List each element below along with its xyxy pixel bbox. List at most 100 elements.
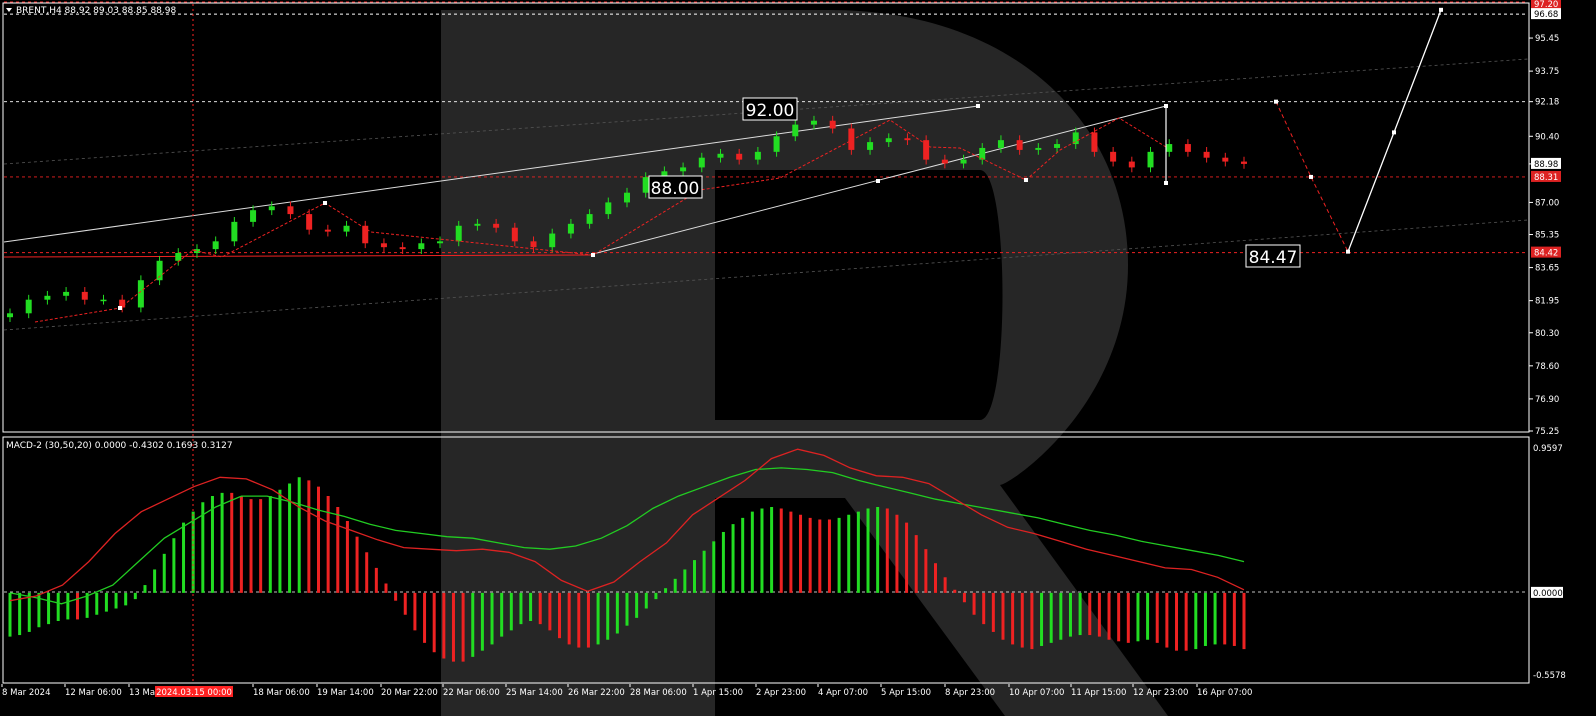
candle-body [193, 249, 200, 254]
candle-body [530, 241, 537, 248]
time-axis-label: 12 Mar 06:00 [65, 688, 122, 698]
candle-body [773, 136, 780, 152]
candle-body [63, 291, 70, 296]
time-axis-label: 25 Mar 14:00 [506, 688, 563, 698]
price-axis: 95.45 93.75 92.18 90.40 88.98 87.00 85.35 83.65… [1529, 0, 1561, 437]
candle-body [997, 140, 1004, 148]
candle-body [736, 153, 743, 160]
candle-body [399, 247, 406, 250]
price-axis-label: 92.18 [1535, 98, 1559, 108]
crosshair-time-label: 2024.03.15 00:00 [155, 686, 233, 698]
candle-body [680, 167, 687, 172]
wave-zigzag [34, 117, 1167, 323]
forecast-point [1439, 7, 1443, 12]
candle-body [231, 221, 238, 242]
candle-body [44, 295, 51, 300]
candle-body [979, 147, 986, 160]
forecast-point [1392, 130, 1396, 135]
candle-body [137, 280, 144, 308]
candle-body [867, 142, 874, 150]
candle-body [1147, 151, 1154, 168]
price-label-level-1: 88.31 [1534, 173, 1558, 183]
time-axis-label: 11 Apr 15:00 [1071, 688, 1126, 698]
macd-panel[interactable]: MACD-2 (30,50,20) 0.0000 -0.4302 0.1693 … [2, 436, 1530, 684]
candle-body [455, 225, 462, 242]
pivot-point [118, 306, 122, 310]
candle-body [474, 223, 481, 226]
level-label-88-text: 88.00 [651, 179, 700, 199]
macd-header: MACD-2 (30,50,20) 0.0000 -0.4302 0.1693 … [6, 441, 233, 451]
forecast-point [1309, 174, 1313, 179]
price-axis-label: 95.45 [1535, 34, 1559, 44]
time-axis-label: 8 Apr 23:00 [945, 688, 995, 698]
candle-body [175, 253, 182, 261]
time-axis-label: 16 Apr 07:00 [1197, 688, 1252, 698]
time-axis-label: 2 Apr 23:00 [756, 688, 806, 698]
candle-body [493, 223, 500, 228]
macd-panel-frame [2, 436, 1530, 684]
candle-body [624, 192, 630, 203]
candle-body [362, 225, 369, 244]
price-axis-label: 78.60 [1535, 362, 1559, 372]
candle-body [306, 214, 313, 230]
candle-body [941, 159, 948, 164]
candle-body [923, 140, 930, 160]
candle-body [418, 243, 425, 250]
forecast-point [1274, 99, 1278, 104]
price-panel[interactable]: BRENT,H4 88.92 89.03 88.85 88.98 [2, 1, 1530, 433]
candle-body [1222, 157, 1229, 162]
candle-body [1016, 140, 1023, 150]
macd-axis-label: -0.5578 [1533, 671, 1566, 681]
candle-body [511, 227, 518, 242]
time-axis-label: 20 Mar 22:00 [381, 688, 438, 698]
price-label-top-box [1531, 0, 1561, 9]
price-label-current: 88.98 [1534, 160, 1558, 170]
price-axis-label: 87.00 [1535, 198, 1559, 208]
crosshair-time-text: 2024.03.15 00:00 [156, 688, 232, 698]
time-axis-label: 22 Mar 06:00 [443, 688, 500, 698]
time-axis-label: 8 Mar 2024 [2, 688, 50, 698]
candle-body [586, 214, 593, 224]
price-label-level-1-box [1531, 170, 1561, 182]
time-axis-label: 4 Apr 07:00 [818, 688, 868, 698]
candle-body [1054, 144, 1061, 148]
candle-body [156, 260, 163, 281]
broker-logo-watermark [441, 10, 1168, 716]
candle-body [567, 223, 574, 234]
macd-axis-label: 0.9597 [1533, 444, 1563, 454]
time-axis-label: 5 Apr 15:00 [881, 688, 931, 698]
candle-body [324, 229, 331, 232]
price-label-level-2-box [1531, 246, 1561, 258]
candle-body [960, 159, 967, 164]
price-axis-label: 83.65 [1535, 264, 1559, 274]
pivot-point [976, 104, 980, 108]
candle-body [792, 124, 799, 137]
candle-body [754, 151, 761, 160]
candles [7, 115, 1247, 323]
candle-body [642, 177, 649, 193]
candle-body [1184, 144, 1191, 152]
menu-triangle-icon[interactable] [6, 8, 12, 12]
price-axis-label: 90.40 [1535, 132, 1559, 142]
price-axis-label: 75.25 [1535, 427, 1559, 437]
symbol-header: BRENT,H4 88.92 89.03 88.85 88.98 [16, 6, 176, 16]
price-panel-frame [2, 2, 1530, 433]
price-label-second: 96.68 [1534, 10, 1558, 20]
candle-body [848, 128, 855, 150]
macd-zero-box [1531, 586, 1563, 598]
candle-body [1203, 151, 1210, 158]
candle-body [1110, 151, 1117, 162]
candle-body [81, 291, 88, 300]
price-axis-label: 76.90 [1535, 395, 1559, 405]
candle-body [100, 299, 107, 302]
level-label-8447-text: 84.47 [1249, 248, 1298, 268]
level-label-92: 92.00 [742, 97, 798, 121]
candle-body [287, 206, 294, 215]
forecast-point [1346, 249, 1350, 254]
candle-body [437, 241, 444, 244]
pivot-point [1164, 104, 1168, 108]
candle-body [1241, 161, 1247, 164]
pivot-point [323, 201, 327, 205]
level-label-92-text: 92.00 [746, 101, 795, 121]
